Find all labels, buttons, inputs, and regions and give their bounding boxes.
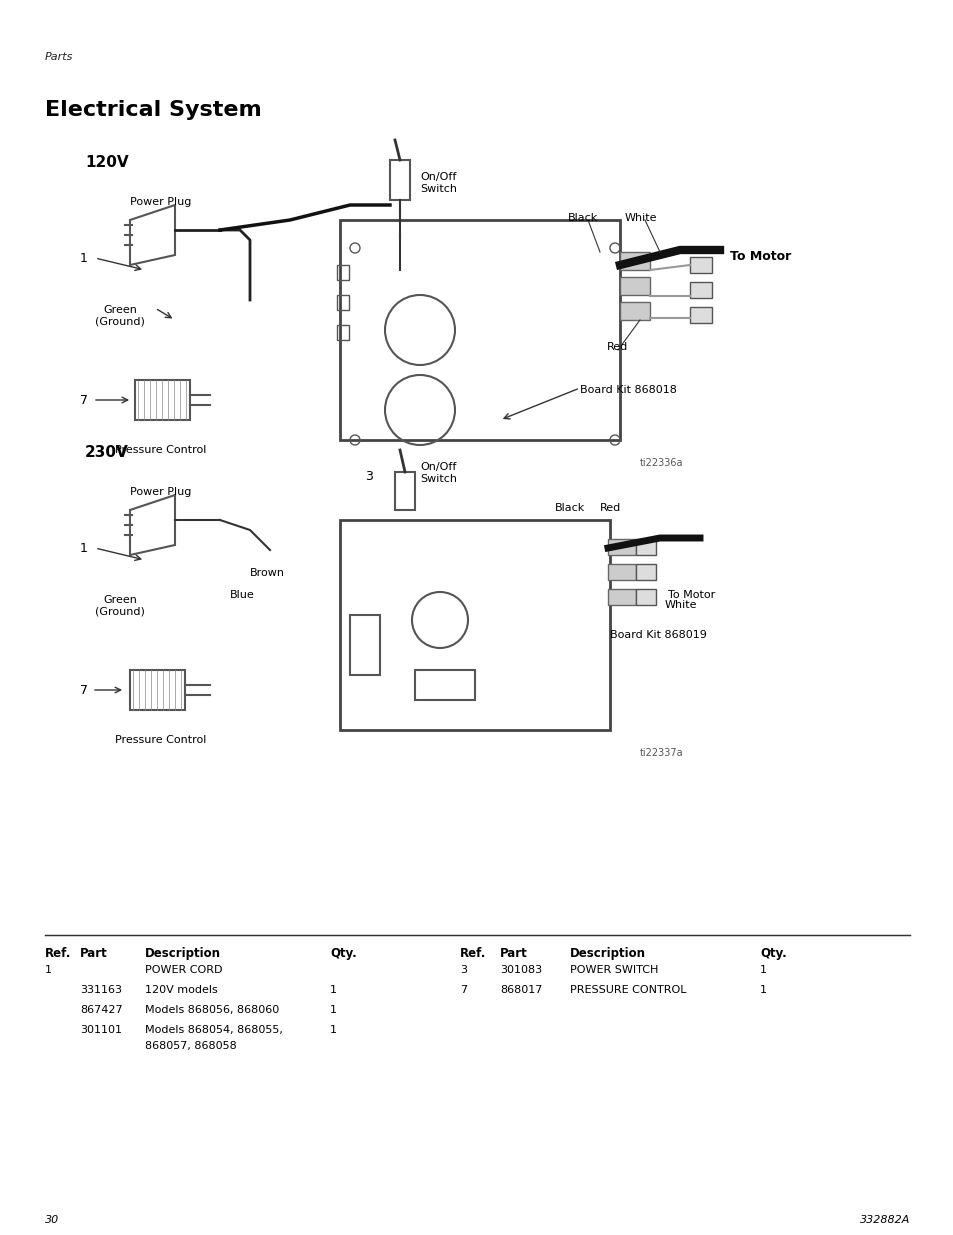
Text: Part: Part xyxy=(80,947,108,960)
Bar xyxy=(636,589,656,605)
Text: Electrical System: Electrical System xyxy=(45,100,261,120)
Bar xyxy=(619,303,649,320)
Text: ti22337a: ti22337a xyxy=(639,748,683,758)
Text: Red: Red xyxy=(599,503,620,513)
Text: Pressure Control: Pressure Control xyxy=(115,735,206,745)
Text: Blue: Blue xyxy=(230,590,254,600)
Text: Green
(Ground): Green (Ground) xyxy=(95,305,145,326)
Text: Black: Black xyxy=(555,503,584,513)
Text: 1: 1 xyxy=(760,986,766,995)
Text: 301083: 301083 xyxy=(499,965,541,974)
Text: White: White xyxy=(624,212,657,224)
Text: To Motor: To Motor xyxy=(667,590,715,600)
Text: 1: 1 xyxy=(80,252,88,264)
Bar xyxy=(350,615,379,676)
Text: 120V models: 120V models xyxy=(145,986,217,995)
Text: On/Off
Switch: On/Off Switch xyxy=(419,172,456,194)
Text: ti22336a: ti22336a xyxy=(639,458,682,468)
Bar xyxy=(619,252,649,270)
Text: Pressure Control: Pressure Control xyxy=(115,445,206,454)
Text: 332882A: 332882A xyxy=(859,1215,909,1225)
Bar xyxy=(689,282,711,298)
Text: Power Plug: Power Plug xyxy=(130,198,192,207)
Text: 301101: 301101 xyxy=(80,1025,122,1035)
Text: Parts: Parts xyxy=(45,52,73,62)
Text: 331163: 331163 xyxy=(80,986,122,995)
Text: 1: 1 xyxy=(80,541,88,555)
Bar xyxy=(336,266,349,280)
Bar xyxy=(339,520,609,730)
Text: 3: 3 xyxy=(459,965,467,974)
Text: Board Kit 868019: Board Kit 868019 xyxy=(609,630,706,640)
Bar xyxy=(336,325,349,340)
Text: 3: 3 xyxy=(365,471,373,483)
Text: Description: Description xyxy=(569,947,645,960)
Text: Power Plug: Power Plug xyxy=(130,487,192,496)
Text: 1: 1 xyxy=(330,1025,336,1035)
Bar xyxy=(689,257,711,273)
Text: On/Off
Switch: On/Off Switch xyxy=(419,462,456,484)
Bar xyxy=(636,538,656,555)
Bar xyxy=(607,589,636,605)
Bar xyxy=(619,277,649,295)
Bar xyxy=(395,472,415,510)
Text: 7: 7 xyxy=(459,986,467,995)
Text: 1: 1 xyxy=(330,1005,336,1015)
Bar xyxy=(607,538,636,555)
Bar xyxy=(336,295,349,310)
Bar xyxy=(636,564,656,580)
Text: Models 868056, 868060: Models 868056, 868060 xyxy=(145,1005,279,1015)
Text: Red: Red xyxy=(606,342,628,352)
Text: 1: 1 xyxy=(45,965,52,974)
Text: Board Kit 868018: Board Kit 868018 xyxy=(579,385,677,395)
Text: 230V: 230V xyxy=(85,445,129,459)
Text: 120V: 120V xyxy=(85,156,129,170)
Bar xyxy=(415,671,475,700)
Text: Green
(Ground): Green (Ground) xyxy=(95,595,145,616)
Text: 867427: 867427 xyxy=(80,1005,123,1015)
Text: 868057, 868058: 868057, 868058 xyxy=(145,1041,236,1051)
Text: Models 868054, 868055,: Models 868054, 868055, xyxy=(145,1025,283,1035)
Text: 1: 1 xyxy=(330,986,336,995)
Text: Ref.: Ref. xyxy=(45,947,71,960)
Text: 7: 7 xyxy=(80,683,88,697)
Bar xyxy=(135,380,190,420)
Text: 1: 1 xyxy=(760,965,766,974)
Text: 868017: 868017 xyxy=(499,986,542,995)
Text: PRESSURE CONTROL: PRESSURE CONTROL xyxy=(569,986,686,995)
Text: Black: Black xyxy=(567,212,598,224)
Text: Ref.: Ref. xyxy=(459,947,486,960)
Text: POWER SWITCH: POWER SWITCH xyxy=(569,965,658,974)
Bar xyxy=(689,308,711,324)
Bar xyxy=(390,161,410,200)
Text: Qty.: Qty. xyxy=(760,947,786,960)
Text: Description: Description xyxy=(145,947,221,960)
Text: 30: 30 xyxy=(45,1215,59,1225)
Text: Part: Part xyxy=(499,947,527,960)
Text: Qty.: Qty. xyxy=(330,947,356,960)
Text: To Motor: To Motor xyxy=(729,251,790,263)
Text: Brown: Brown xyxy=(250,568,285,578)
Text: White: White xyxy=(664,600,697,610)
Text: 7: 7 xyxy=(80,394,88,406)
Text: POWER CORD: POWER CORD xyxy=(145,965,222,974)
Bar xyxy=(607,564,636,580)
Bar xyxy=(339,220,619,440)
Bar xyxy=(130,671,185,710)
